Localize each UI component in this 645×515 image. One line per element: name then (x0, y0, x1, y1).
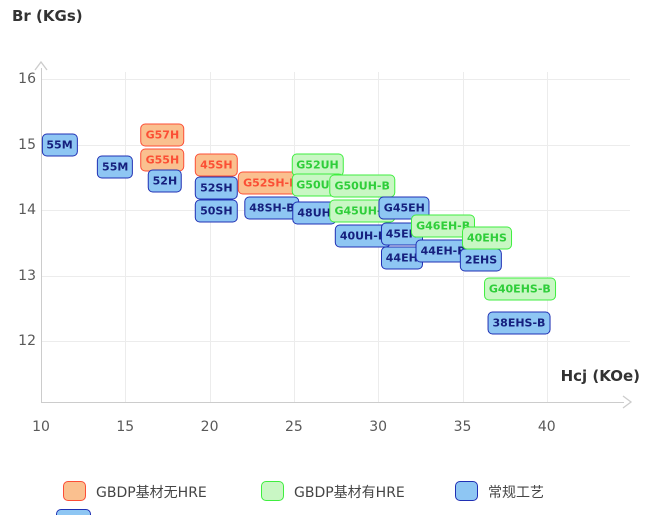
x-axis-arrow-icon (622, 395, 633, 409)
grid-line-y-12 (41, 341, 630, 342)
x-tick-40: 40 (537, 419, 556, 435)
y-tick-16: 16 (18, 71, 36, 87)
grade-box-48sh-b[interactable]: 48SH-B (244, 196, 300, 220)
x-axis-title: Hcj (KOe) (560, 367, 640, 385)
y-tick-12: 12 (18, 333, 36, 349)
grade-box-40ehs[interactable]: 40EHS (461, 226, 512, 249)
x-axis-line (41, 402, 624, 403)
grade-box-52sh[interactable]: 52SH (195, 176, 238, 200)
grid-line-x-25 (293, 72, 295, 402)
grade-box-38ehs-b[interactable]: 38EHS-B (487, 311, 551, 335)
grade-box-g46eh-b[interactable]: G46EH-B (411, 214, 476, 238)
x-tick-15: 15 (116, 419, 135, 435)
clipped-partial-box (56, 509, 91, 515)
grade-box-g50uh-b[interactable]: G50UH-B (329, 174, 395, 198)
grid-line-y-16 (41, 79, 630, 80)
grade-box-g45uh-b[interactable]: G45UH-B (329, 199, 395, 223)
legend-swatch-orange (63, 481, 86, 501)
legend-label: 常规工艺 (488, 485, 544, 501)
y-axis-title: Br (KGs) (12, 7, 83, 25)
grade-box-44eh[interactable]: 44EH (380, 246, 423, 270)
grade-box-55m[interactable]: 55M (97, 155, 134, 179)
grade-box-55m[interactable]: 55M (41, 133, 78, 156)
x-tick-20: 20 (200, 419, 219, 435)
grid-line-y-13 (41, 275, 630, 277)
y-axis-line (41, 68, 42, 402)
grade-box-52h[interactable]: 52H (147, 169, 183, 193)
legend-label: GBDP基材有HRE (294, 485, 405, 501)
y-tick-14: 14 (18, 202, 36, 218)
grade-box-g40ehs-b[interactable]: G40EHS-B (483, 277, 556, 301)
y-tick-15: 15 (18, 136, 36, 153)
grade-box-2ehs[interactable]: 2EHS (459, 248, 503, 272)
grade-box-g57h[interactable]: G57H (140, 123, 185, 147)
y-tick-13: 13 (18, 267, 36, 284)
grade-box-g45eh[interactable]: G45EH (378, 196, 430, 220)
grade-box-50sh[interactable]: 50SH (195, 199, 238, 223)
grade-box-g55h[interactable]: G55H (140, 148, 185, 172)
grade-box-40uh-b[interactable]: 40UH-B (334, 224, 392, 248)
x-tick-30: 30 (369, 419, 388, 435)
x-tick-10: 10 (32, 419, 50, 435)
grid-line-x-15 (125, 72, 127, 402)
grid-line-x-40 (546, 72, 548, 402)
grid-line-y-15 (41, 144, 630, 146)
x-tick-25: 25 (284, 419, 303, 435)
legend-label: GBDP基材无HRE (96, 485, 207, 501)
y-axis-arrow-icon (34, 60, 48, 71)
grid-line-x-20 (209, 72, 211, 402)
x-tick-35: 35 (453, 419, 472, 435)
legend-swatch-green (261, 481, 284, 501)
grade-box-45sh[interactable]: 45SH (195, 153, 238, 177)
legend: GBDP基材无HRE GBDP基材有HRE 常规工艺 (0, 481, 645, 505)
grade-box-g52uh[interactable]: G52UH (291, 153, 344, 177)
legend-swatch-blue (455, 481, 478, 501)
